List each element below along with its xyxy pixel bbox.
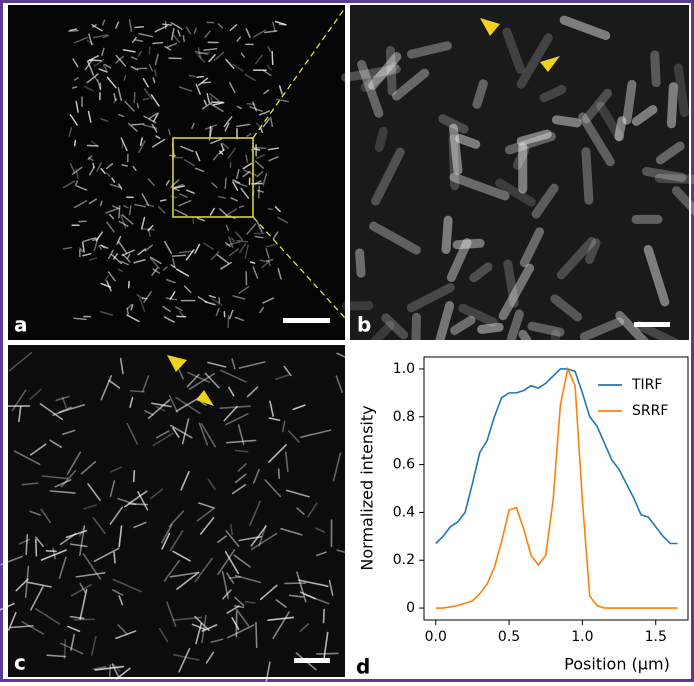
streak [132,124,144,125]
legend-label: SRRF [632,403,668,419]
streak [135,27,143,28]
scale-bar [283,318,330,323]
streak [532,326,560,332]
streak [110,665,111,677]
y-axis-label: Normalized intensity [358,405,377,570]
streak [256,623,257,648]
streak [379,131,383,147]
streak [457,243,480,245]
y-tick-label: 1.0 [393,361,415,377]
streak [655,55,656,83]
streak [360,253,361,273]
panel-c [8,345,345,677]
streak [173,255,186,256]
streak [477,84,483,105]
panel-label: b [357,313,371,337]
panel-label: d [356,655,370,679]
streak [197,77,203,78]
streak [453,128,458,170]
streak [255,149,260,150]
streak [36,539,37,555]
streak [279,469,280,478]
streak [129,504,148,505]
x-tick-label: 1.5 [645,629,667,645]
streak [225,178,226,188]
y-tick-label: 0.4 [393,504,415,520]
streak [211,97,212,103]
streak [671,87,673,124]
x-tick-label: 0.0 [425,629,447,645]
streak [183,36,184,42]
streak [508,264,514,303]
figure: a b c d Position (μm) Normalized intensi… [0,0,694,682]
streak [556,120,577,123]
streak [239,206,243,207]
streak [272,51,273,64]
panel-label: c [14,651,26,675]
x-axis-label: Position (μm) [564,655,670,674]
streak [75,140,76,145]
streak [163,24,171,25]
streak [119,206,120,218]
y-tick-label: 0 [406,600,415,616]
streak [137,104,138,108]
scale-bar [634,322,670,327]
y-tick-label: 0.2 [393,552,415,568]
streak [65,639,66,658]
x-tick-label: 0.5 [498,629,520,645]
streak [346,306,368,307]
streak [619,121,622,137]
streak [134,471,135,481]
y-tick-label: 0.6 [393,457,415,473]
streak [646,171,681,177]
streak [678,68,684,112]
streak [26,535,27,554]
streak [253,147,265,148]
streak [482,327,500,329]
legend-label: TIRF [631,377,662,393]
streak [586,152,589,200]
streak [73,87,77,88]
streak [627,84,632,120]
streak [69,31,78,32]
panel-label: a [14,313,28,337]
scale-bar [294,658,330,663]
y-tick-label: 0.8 [393,409,415,425]
streak [446,220,448,249]
streak [143,99,149,100]
streak [268,209,272,210]
streak [190,76,196,77]
x-tick-label: 1.0 [571,629,593,645]
streak [324,609,325,622]
streak [134,93,135,103]
streak [127,308,128,314]
streak [114,552,115,562]
streak [153,43,163,44]
streak [122,165,127,166]
panel-a [8,5,345,340]
streak [259,186,260,198]
streak [317,653,338,654]
streak [203,82,211,83]
streak [143,298,147,299]
streak [161,200,166,201]
streak [460,139,476,145]
